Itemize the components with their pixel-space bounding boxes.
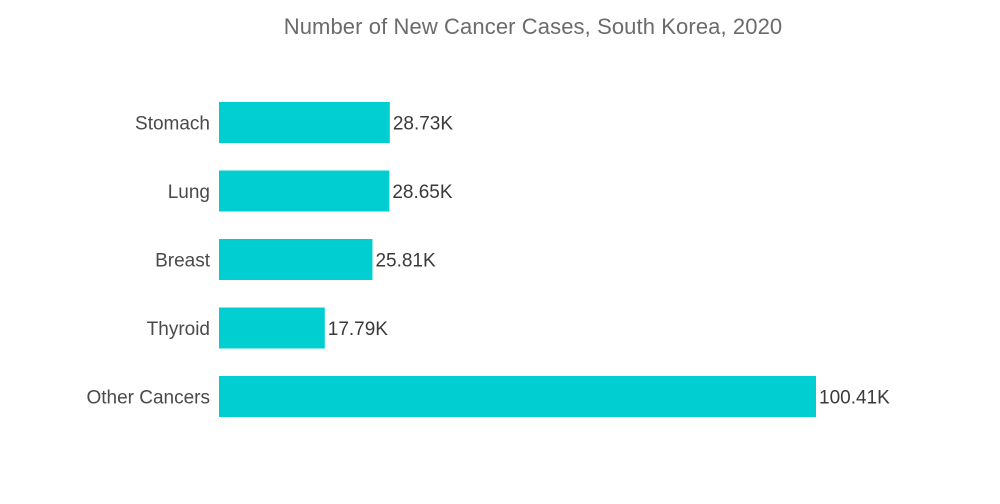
category-label: Other Cancers (86, 388, 210, 409)
bar-breast (219, 239, 373, 280)
value-label: 25.81K (375, 251, 436, 272)
bars-layer: Stomach 28.73K Lung 28.65K Breast 25.81K Thyro… (86, 102, 890, 417)
value-label: 28.65K (392, 182, 453, 203)
category-label: Thyroid (147, 319, 210, 340)
bar-stomach (219, 102, 390, 143)
value-label: 100.41K (819, 388, 890, 409)
value-label: 28.73K (393, 114, 454, 135)
bar-other-cancers (219, 376, 816, 417)
bar-thyroid (219, 307, 325, 349)
category-label: Lung (168, 182, 210, 203)
chart-title: Number of New Cancer Cases, South Korea,… (283, 14, 783, 39)
category-label: Stomach (135, 114, 210, 135)
category-label: Breast (155, 251, 211, 272)
bar-lung (219, 170, 390, 212)
value-label: 17.79K (328, 319, 389, 340)
